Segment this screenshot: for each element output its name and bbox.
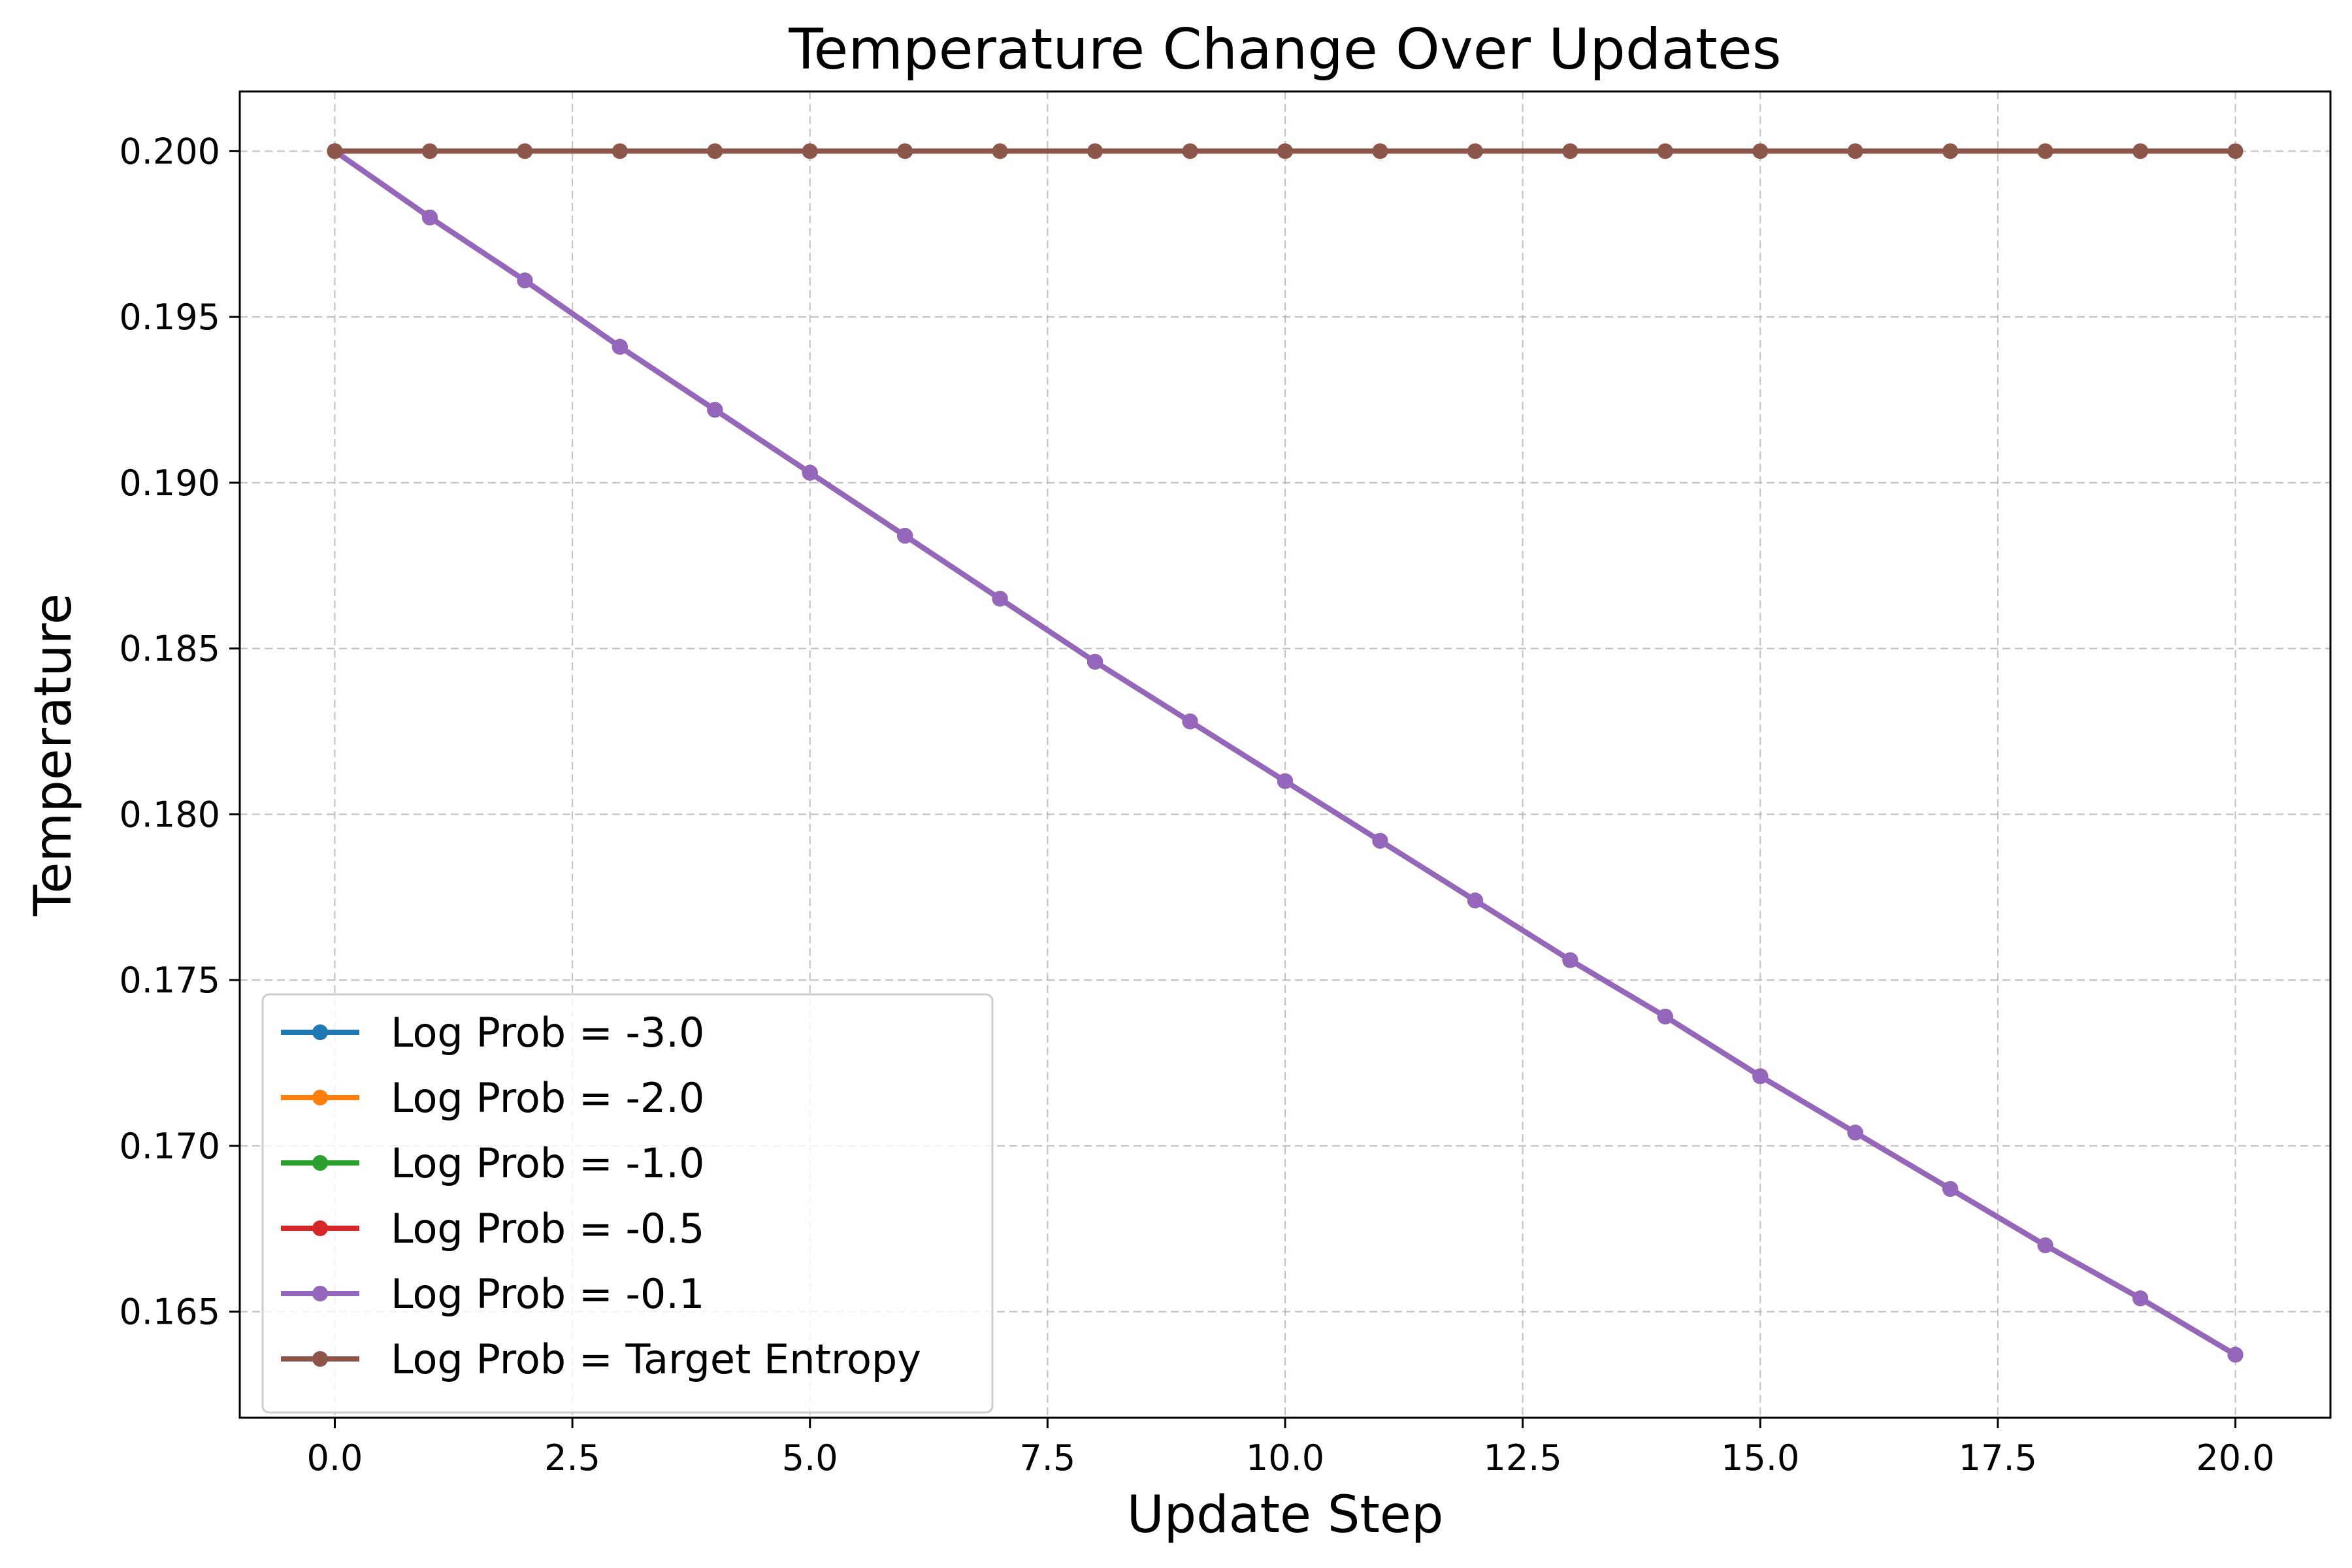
x-tick-label: 12.5 (1484, 1437, 1562, 1478)
y-axis: 0.165 0.170 0.175 0.180 0.185 0.190 0.195 0.200 (119, 131, 240, 1333)
data-point (2037, 143, 2053, 159)
legend-item: Log Prob = -2.0 (281, 1074, 705, 1122)
data-point (1372, 143, 1388, 159)
legend-label: Log Prob = -0.1 (391, 1270, 705, 1318)
x-tick-label: 5.0 (782, 1437, 838, 1478)
legend-swatch-marker (312, 1090, 328, 1105)
x-tick-label: 2.5 (544, 1437, 600, 1478)
data-point (897, 143, 913, 159)
legend-items: Log Prob = -3.0 Log Prob = -2.0 Log Prob =… (281, 1009, 921, 1383)
data-point (992, 143, 1008, 159)
data-point (1562, 952, 1578, 968)
data-point (421, 143, 438, 159)
data-point (1657, 1008, 1673, 1024)
legend-label: Log Prob = -1.0 (391, 1139, 705, 1187)
legend-item: Log Prob = -3.0 (281, 1009, 705, 1056)
data-point (2037, 1237, 2053, 1254)
data-point (421, 209, 438, 225)
series-layer (327, 143, 2244, 1363)
data-point (612, 143, 628, 159)
legend-item: Log Prob = -0.5 (281, 1205, 705, 1252)
y-tick-label: 0.200 (119, 131, 220, 172)
data-point (707, 402, 723, 418)
legend-label: Log Prob = Target Entropy (391, 1335, 921, 1383)
chart-title: Temperature Change Over Updates (788, 17, 1781, 82)
data-point (517, 143, 533, 159)
legend: Log Prob = -3.0 Log Prob = -2.0 Log Prob =… (261, 993, 994, 1414)
x-axis: 0.0 2.5 5.0 7.5 10.0 12.5 15.0 17.5 20.0 (307, 1418, 2275, 1478)
data-point (1942, 1181, 1959, 1197)
data-point (1182, 143, 1198, 159)
data-point (2227, 1347, 2244, 1363)
y-tick-label: 0.180 (119, 794, 220, 835)
data-point (1942, 143, 1959, 159)
data-point (1467, 143, 1483, 159)
y-tick-label: 0.165 (119, 1292, 220, 1333)
data-point (707, 143, 723, 159)
legend-label: Log Prob = -3.0 (391, 1009, 705, 1056)
data-point (1847, 143, 1863, 159)
data-point (517, 272, 533, 289)
y-axis-label: Temperature (24, 593, 83, 917)
x-tick-label: 20.0 (2196, 1437, 2274, 1478)
y-tick-label: 0.190 (119, 463, 220, 504)
data-point (2132, 143, 2149, 159)
data-point (1752, 143, 1769, 159)
data-point (992, 591, 1008, 607)
legend-item: Log Prob = Target Entropy (281, 1335, 921, 1383)
data-point (1182, 713, 1198, 730)
data-point (1752, 1068, 1769, 1085)
data-point (1657, 143, 1673, 159)
x-tick-label: 7.5 (1019, 1437, 1075, 1478)
data-point (1467, 892, 1483, 909)
x-tick-label: 15.0 (1721, 1437, 1799, 1478)
data-point (1277, 143, 1293, 159)
legend-box (261, 993, 994, 1414)
legend-label: Log Prob = -0.5 (391, 1205, 705, 1252)
data-point (1087, 143, 1103, 159)
y-tick-label: 0.170 (119, 1126, 220, 1167)
x-axis-label: Update Step (1127, 1486, 1444, 1544)
legend-swatch-marker (312, 1155, 328, 1171)
legend-label: Log Prob = -2.0 (391, 1074, 705, 1122)
data-point (1562, 143, 1578, 159)
legend-swatch-marker (312, 1024, 328, 1040)
data-point (802, 143, 818, 159)
data-point (327, 143, 343, 159)
data-point (1087, 653, 1103, 670)
data-point (2132, 1290, 2149, 1307)
legend-item: Log Prob = -0.1 (281, 1270, 705, 1318)
data-point (802, 465, 818, 481)
series-6 (327, 143, 2244, 159)
legend-item: Log Prob = -1.0 (281, 1139, 705, 1187)
legend-swatch-marker (312, 1351, 328, 1367)
data-point (1277, 773, 1293, 789)
data-point (1372, 832, 1388, 849)
legend-swatch-marker (312, 1220, 328, 1236)
x-tick-label: 17.5 (1959, 1437, 2037, 1478)
x-tick-label: 0.0 (307, 1437, 363, 1478)
data-point (897, 528, 913, 544)
data-point (612, 338, 628, 355)
y-tick-label: 0.175 (119, 960, 220, 1001)
y-tick-label: 0.185 (119, 629, 220, 670)
legend-swatch-marker (312, 1286, 328, 1301)
data-point (1847, 1124, 1863, 1141)
y-tick-label: 0.195 (119, 297, 220, 338)
x-tick-label: 10.0 (1246, 1437, 1324, 1478)
data-point (2227, 143, 2244, 159)
